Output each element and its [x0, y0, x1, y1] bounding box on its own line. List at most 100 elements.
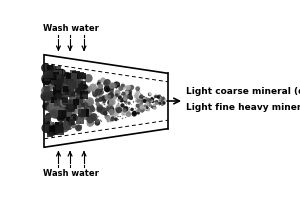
Point — [137, 108, 142, 111]
Point — [59, 71, 64, 74]
Point — [128, 103, 133, 106]
Point — [66, 120, 71, 123]
Point — [92, 116, 97, 119]
Point — [97, 108, 102, 111]
Point — [55, 90, 60, 93]
Point — [116, 84, 121, 87]
Point — [100, 92, 105, 95]
Point — [89, 121, 94, 124]
Point — [96, 115, 101, 118]
Point — [71, 93, 76, 96]
Point — [69, 96, 74, 99]
Point — [144, 96, 149, 99]
Point — [56, 93, 61, 96]
Point — [120, 116, 125, 119]
Point — [145, 101, 149, 104]
Point — [95, 103, 100, 106]
Point — [135, 96, 140, 99]
Point — [63, 128, 68, 131]
Point — [152, 100, 156, 103]
Point — [161, 96, 166, 100]
Point — [154, 100, 159, 103]
Point — [57, 77, 62, 80]
Point — [67, 110, 71, 113]
Point — [62, 113, 67, 116]
Point — [44, 79, 49, 82]
Point — [88, 120, 92, 123]
Point — [68, 79, 72, 83]
Point — [155, 102, 160, 105]
Point — [75, 106, 80, 110]
Point — [58, 113, 63, 117]
Point — [115, 114, 120, 117]
Point — [85, 114, 89, 118]
Point — [108, 101, 113, 104]
Point — [66, 108, 71, 111]
Point — [160, 99, 165, 102]
Point — [141, 104, 146, 107]
Point — [46, 126, 50, 130]
Text: Wash water: Wash water — [43, 24, 99, 33]
Point — [105, 81, 110, 84]
Point — [149, 97, 154, 100]
Point — [77, 105, 82, 108]
Point — [55, 92, 59, 95]
Point — [84, 89, 89, 92]
Point — [148, 98, 153, 101]
Point — [76, 84, 81, 87]
Point — [68, 117, 73, 120]
Point — [84, 102, 89, 105]
Point — [45, 77, 50, 80]
Point — [76, 95, 81, 98]
Point — [70, 108, 75, 111]
Point — [103, 112, 108, 115]
Point — [108, 102, 113, 105]
Point — [132, 111, 136, 115]
Point — [54, 121, 58, 124]
Point — [114, 112, 119, 115]
Point — [135, 89, 140, 93]
Point — [109, 94, 113, 97]
Point — [66, 121, 71, 124]
Point — [106, 117, 111, 120]
Point — [69, 92, 74, 96]
Point — [58, 116, 63, 119]
Point — [60, 109, 64, 112]
Point — [109, 108, 113, 111]
Point — [148, 100, 153, 103]
Point — [65, 117, 70, 120]
Point — [53, 96, 58, 100]
Point — [43, 79, 48, 82]
Point — [74, 90, 79, 93]
Point — [52, 77, 57, 80]
Point — [142, 108, 146, 111]
Point — [98, 94, 103, 98]
Point — [126, 113, 131, 116]
Point — [96, 90, 101, 94]
Point — [88, 118, 92, 121]
Point — [63, 101, 68, 104]
Point — [110, 106, 115, 109]
Point — [95, 119, 100, 122]
Point — [80, 101, 85, 105]
Point — [140, 105, 145, 108]
Point — [117, 114, 122, 117]
Point — [57, 94, 62, 97]
Point — [162, 98, 167, 101]
Point — [91, 86, 95, 89]
Point — [115, 117, 120, 120]
Point — [139, 94, 144, 98]
Point — [149, 95, 154, 99]
Point — [61, 100, 66, 103]
Point — [156, 100, 161, 103]
Point — [95, 99, 100, 102]
Point — [70, 84, 74, 87]
Point — [126, 88, 131, 91]
Point — [44, 91, 48, 94]
Point — [93, 88, 98, 91]
Point — [84, 97, 89, 101]
Point — [86, 77, 91, 80]
Point — [82, 93, 86, 96]
Point — [149, 107, 154, 110]
Point — [123, 99, 128, 102]
